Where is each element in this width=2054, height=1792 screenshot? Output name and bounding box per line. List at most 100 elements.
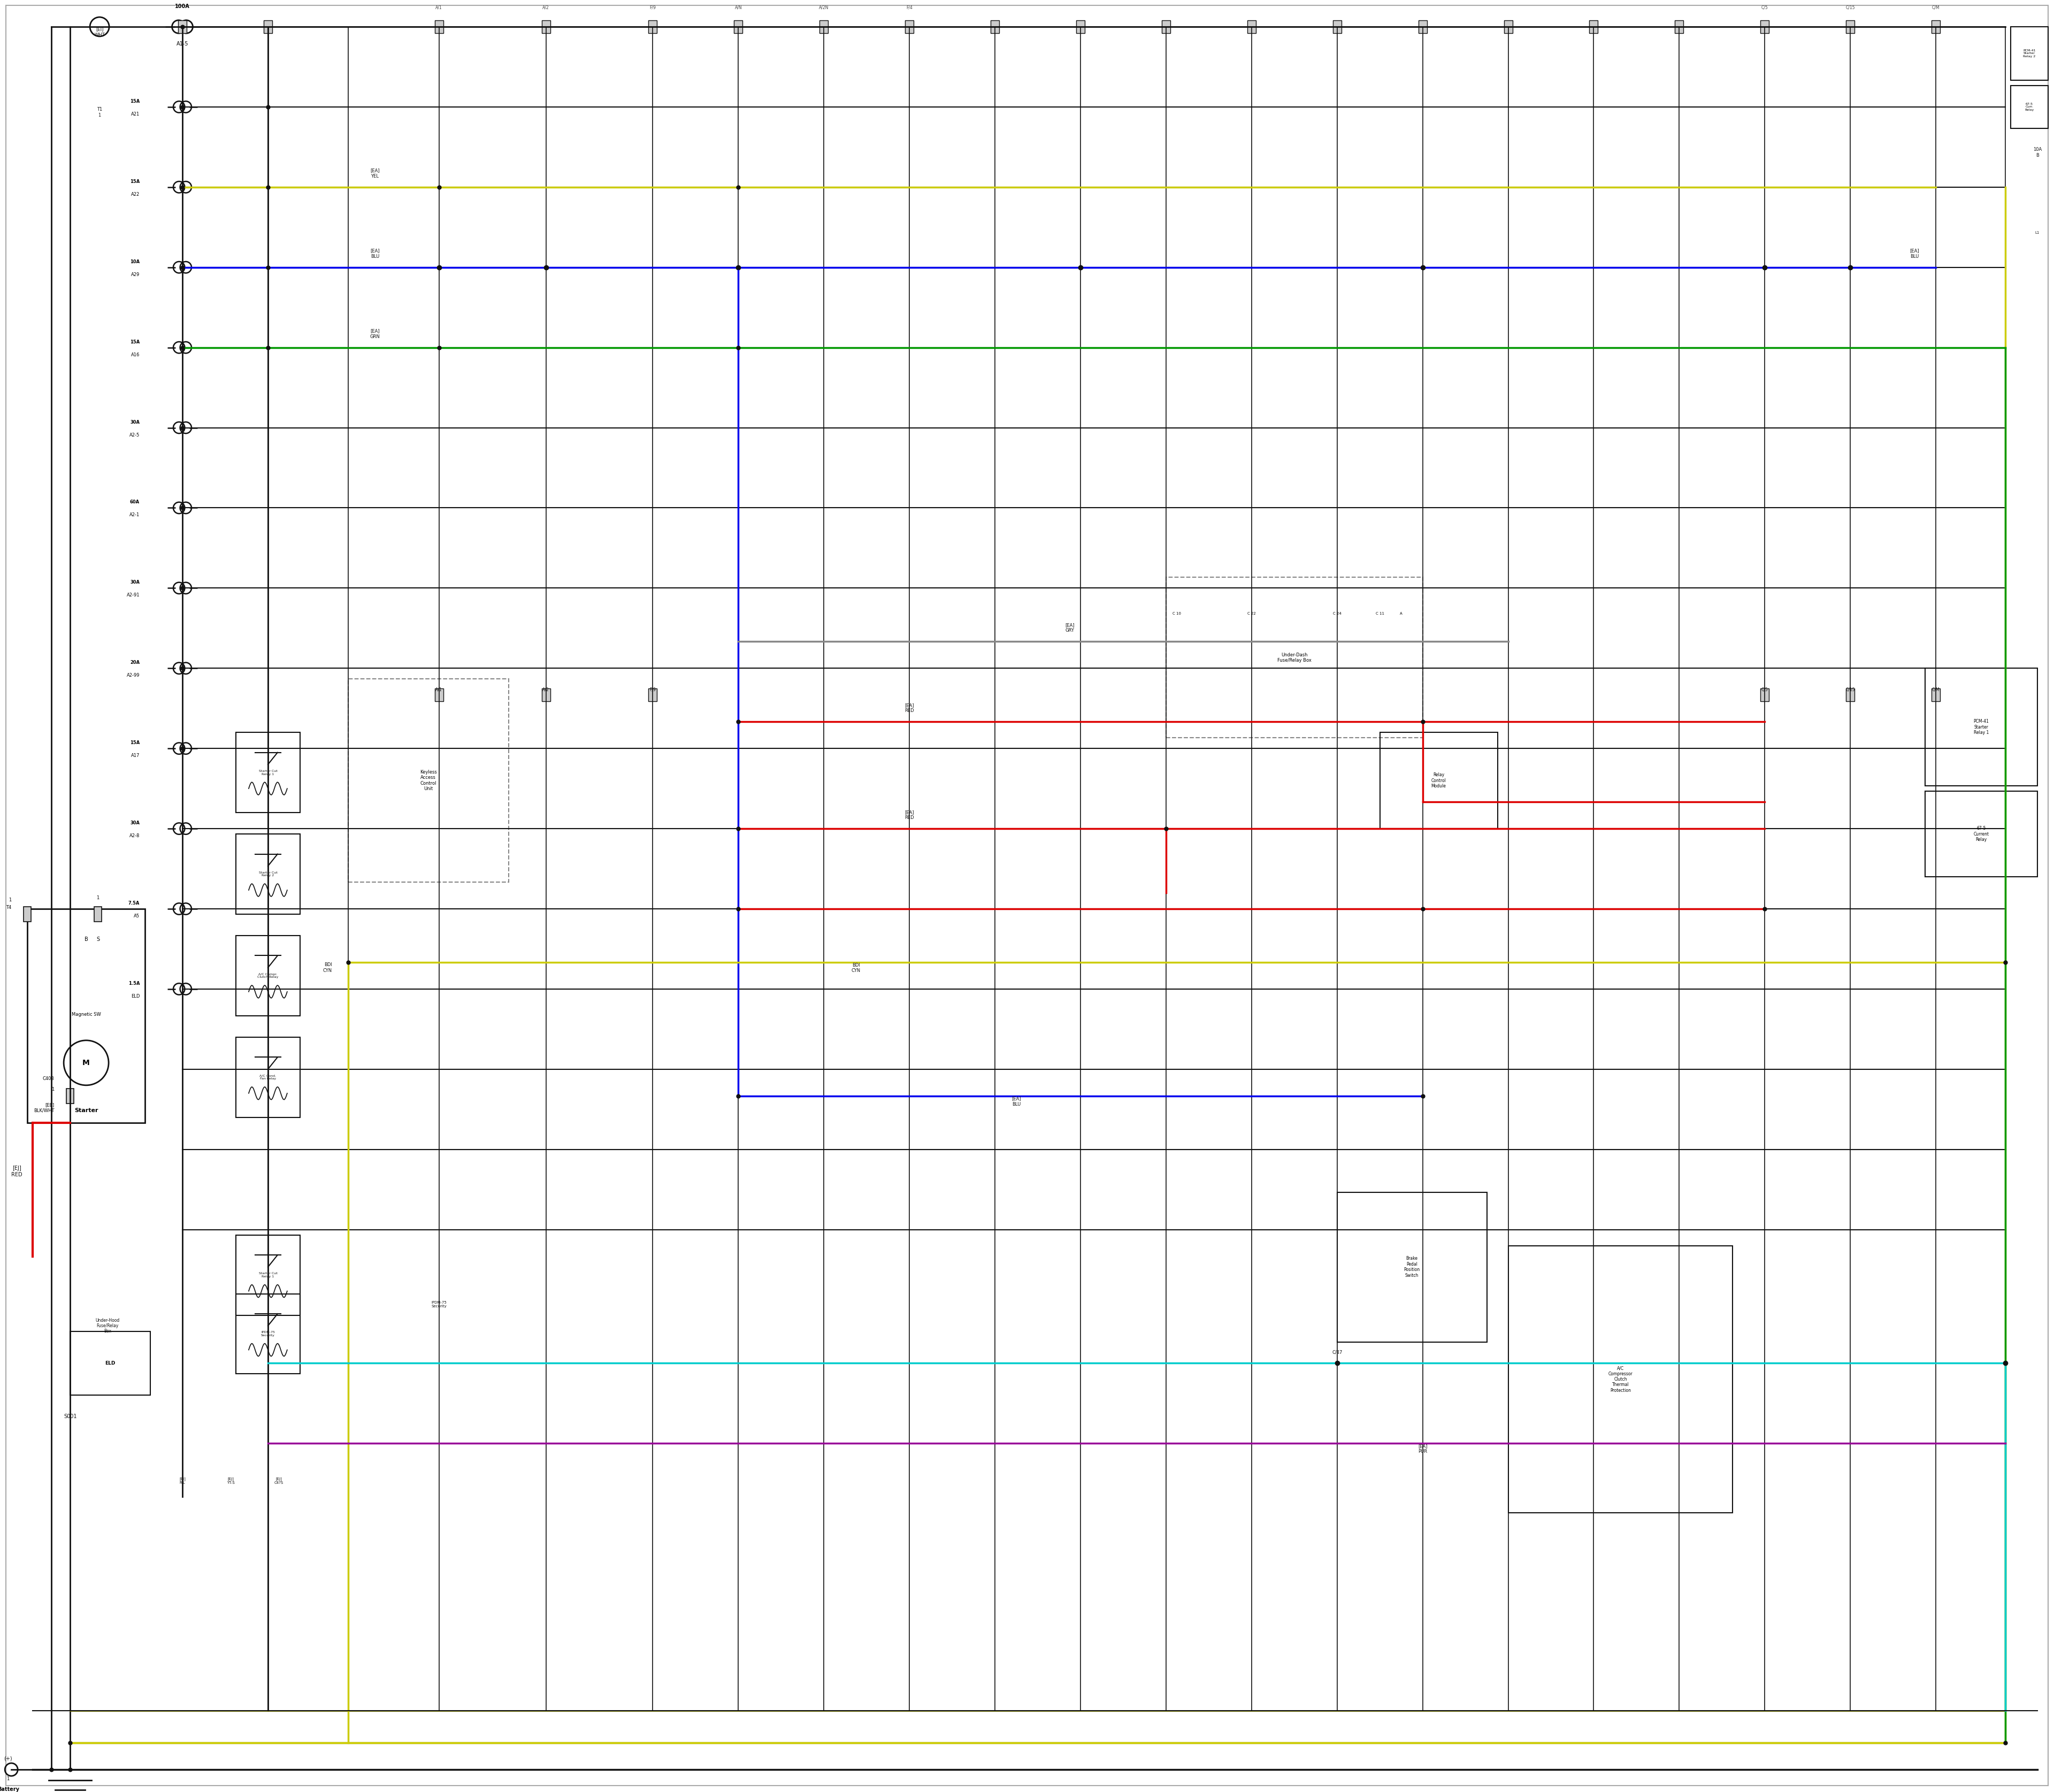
Text: A29: A29 xyxy=(131,272,140,278)
Bar xyxy=(733,20,744,32)
Bar xyxy=(236,1235,300,1315)
Text: [EE]
BLK/WHT: [EE] BLK/WHT xyxy=(33,1102,53,1113)
Text: A1-5: A1-5 xyxy=(177,41,189,47)
Text: A/1: A/1 xyxy=(435,5,442,11)
Bar xyxy=(1337,1192,1487,1342)
Bar xyxy=(990,20,998,32)
Bar xyxy=(2011,27,2048,81)
Text: Keyless
Access
Control
Unit: Keyless Access Control Unit xyxy=(419,771,438,792)
Text: C 11: C 11 xyxy=(1376,613,1384,615)
Text: [EJ]
R-L: [EJ] R-L xyxy=(179,1477,185,1484)
Bar xyxy=(1847,688,1855,701)
Bar xyxy=(1925,792,2038,876)
Bar xyxy=(1931,688,1941,701)
Text: T1
1: T1 1 xyxy=(97,108,103,118)
Text: 30A: 30A xyxy=(129,821,140,826)
Text: C/47: C/47 xyxy=(1331,1349,1341,1355)
Text: 15A: 15A xyxy=(129,179,140,185)
Text: T4: T4 xyxy=(6,905,12,910)
Text: S001: S001 xyxy=(64,1414,76,1419)
Text: Brake
Pedal
Position
Switch: Brake Pedal Position Switch xyxy=(1403,1256,1419,1278)
Text: PCM-41
Starter
Relay 1: PCM-41 Starter Relay 1 xyxy=(1974,719,1988,735)
Text: C/M: C/M xyxy=(1933,688,1939,692)
Bar xyxy=(1163,20,1171,32)
Text: [EA]
RED: [EA] RED xyxy=(904,702,914,713)
Text: A: A xyxy=(1401,613,1403,615)
Bar xyxy=(236,1038,300,1118)
Bar xyxy=(1674,20,1684,32)
Bar xyxy=(2011,86,2048,129)
Text: 1.5A: 1.5A xyxy=(127,980,140,986)
Bar xyxy=(263,20,273,32)
Bar xyxy=(1333,20,1341,32)
Bar xyxy=(1847,20,1855,32)
Text: 1: 1 xyxy=(51,1088,53,1091)
Text: Relay
Control
Module: Relay Control Module xyxy=(1432,772,1446,788)
Bar xyxy=(1504,20,1512,32)
Text: [EA]
BLU: [EA] BLU xyxy=(1910,249,1918,258)
Text: A/2: A/2 xyxy=(542,688,548,692)
Bar xyxy=(70,1331,150,1396)
Text: A21: A21 xyxy=(131,111,140,116)
Text: A2-91: A2-91 xyxy=(127,593,140,599)
Text: 1: 1 xyxy=(97,896,99,900)
Text: F/4: F/4 xyxy=(906,5,912,11)
Bar xyxy=(649,688,657,701)
Bar xyxy=(1760,20,1768,32)
Bar xyxy=(1931,20,1941,32)
Text: 30A: 30A xyxy=(129,581,140,584)
Bar xyxy=(649,20,657,32)
Text: Under-Hood
Fuse/Relay
Box: Under-Hood Fuse/Relay Box xyxy=(94,1317,119,1333)
Text: S: S xyxy=(97,937,99,943)
Bar xyxy=(1380,733,1497,828)
Text: A2-5: A2-5 xyxy=(129,432,140,437)
Bar xyxy=(1419,20,1428,32)
Text: C 10: C 10 xyxy=(1173,613,1181,615)
Bar xyxy=(542,20,550,32)
Bar xyxy=(236,733,300,812)
Text: 10A: 10A xyxy=(129,260,140,263)
Bar xyxy=(347,679,509,882)
Text: Starter Cut
Relay 1: Starter Cut Relay 1 xyxy=(259,1272,277,1278)
Bar xyxy=(1508,1245,1734,1512)
Text: 15A: 15A xyxy=(129,339,140,344)
Bar xyxy=(94,907,103,921)
Text: A2-99: A2-99 xyxy=(127,674,140,677)
Text: C 24: C 24 xyxy=(1333,613,1341,615)
Text: C/M: C/M xyxy=(1933,5,1939,11)
Text: 15A: 15A xyxy=(129,99,140,104)
Text: BDI
CYN: BDI CYN xyxy=(852,962,861,973)
Text: [EA]
RED: [EA] RED xyxy=(904,810,914,821)
Text: A/2: A/2 xyxy=(542,5,548,11)
Text: [EA]
YEL: [EA] YEL xyxy=(370,168,380,179)
Text: A/C
Compressor
Clutch
Thermal
Protection: A/C Compressor Clutch Thermal Protection xyxy=(1608,1366,1633,1392)
Text: A17: A17 xyxy=(131,753,140,758)
Text: Battery: Battery xyxy=(0,1787,18,1792)
Text: 7.5A: 7.5A xyxy=(127,901,140,905)
Text: A2-8: A2-8 xyxy=(129,833,140,839)
Text: C 22: C 22 xyxy=(1247,613,1255,615)
Text: [EA]
BLU: [EA] BLU xyxy=(370,249,380,258)
Text: C408: C408 xyxy=(43,1077,53,1081)
Text: [EA]
PUR: [EA] PUR xyxy=(1417,1444,1428,1453)
Text: 1: 1 xyxy=(6,1776,10,1781)
Bar xyxy=(27,909,146,1122)
Text: B: B xyxy=(84,937,88,943)
Text: (+): (+) xyxy=(4,1756,12,1762)
Text: [EA]
BLU: [EA] BLU xyxy=(1013,1097,1021,1107)
Text: A2-1: A2-1 xyxy=(129,513,140,518)
Bar xyxy=(1076,20,1085,32)
Bar xyxy=(435,688,444,701)
Bar xyxy=(236,833,300,914)
Text: C/5: C/5 xyxy=(1762,688,1768,692)
Text: A/C Compr.
Clutch Relay: A/C Compr. Clutch Relay xyxy=(257,973,279,978)
Text: 30A: 30A xyxy=(129,419,140,425)
Text: 60A: 60A xyxy=(129,500,140,505)
Text: F/9: F/9 xyxy=(649,5,655,11)
Text: [EJ]
YT-S: [EJ] YT-S xyxy=(226,1477,234,1484)
Text: 15A: 15A xyxy=(129,740,140,745)
Text: ELD: ELD xyxy=(131,995,140,998)
Text: [EA]
GRY: [EA] GRY xyxy=(1066,622,1074,633)
Text: C/5: C/5 xyxy=(1762,5,1768,11)
Text: 1: 1 xyxy=(8,898,12,903)
